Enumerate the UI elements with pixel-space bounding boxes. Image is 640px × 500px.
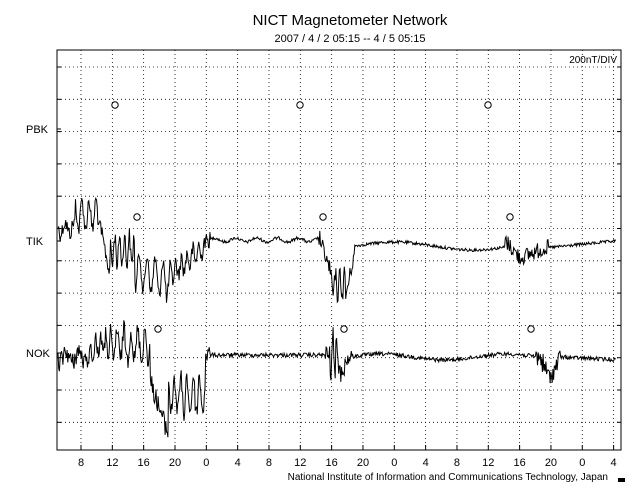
scale-label: 200nT/DIV — [569, 55, 617, 66]
series-line-tik — [57, 196, 617, 304]
x-tick-label: 8 — [78, 457, 84, 469]
x-tick-label: 4 — [611, 457, 617, 469]
x-tick-label: 20 — [357, 457, 369, 469]
plot-frame — [56, 49, 622, 451]
markers-group — [111, 101, 535, 333]
local-noon-marker — [506, 213, 514, 221]
local-noon-marker — [296, 101, 304, 109]
x-tick-label: 20 — [169, 457, 181, 469]
local-noon-marker — [133, 213, 141, 221]
x-tick-labels: 8 12 16 20 0 4 8 12 16 20 0 4 8 12 16 20 0 4 — [78, 457, 617, 469]
x-tick-label: 16 — [513, 457, 525, 469]
station-label-tik: TIK — [26, 236, 44, 248]
chart-title: NICT Magnetometer Network — [252, 12, 448, 29]
x-tick-label: 4 — [235, 457, 241, 469]
x-tick-label: 0 — [391, 457, 397, 469]
station-label-pbk: PBK — [26, 124, 49, 136]
x-tick-label: 0 — [203, 457, 209, 469]
x-tick-label: 8 — [266, 457, 272, 469]
footer-mark — [618, 478, 625, 482]
station-labels: PBK TIK NOK — [26, 124, 61, 360]
local-noon-marker — [340, 325, 348, 333]
series-group — [57, 196, 617, 438]
station-label-nok: NOK — [26, 348, 51, 360]
local-noon-marker — [527, 325, 535, 333]
x-tick-label: 8 — [454, 457, 460, 469]
x-tick-label: 12 — [294, 457, 306, 469]
x-tick-label: 16 — [138, 457, 150, 469]
series-line-nok — [57, 320, 616, 438]
x-tick-label: 12 — [482, 457, 494, 469]
footer-credit: National Institute of Information and Co… — [287, 472, 608, 483]
chart-subtitle: 2007 / 4 / 2 05:15 -- 4 / 5 05:15 — [274, 33, 426, 45]
x-tick-label: 0 — [579, 457, 585, 469]
local-noon-marker — [319, 213, 327, 221]
local-noon-marker — [484, 101, 492, 109]
x-tick-label: 4 — [423, 457, 429, 469]
local-noon-marker — [111, 101, 119, 109]
local-noon-marker — [154, 325, 162, 333]
x-tick-label: 16 — [326, 457, 338, 469]
x-tick-label: 12 — [106, 457, 118, 469]
ticks — [57, 66, 621, 450]
x-tick-label: 20 — [545, 457, 557, 469]
